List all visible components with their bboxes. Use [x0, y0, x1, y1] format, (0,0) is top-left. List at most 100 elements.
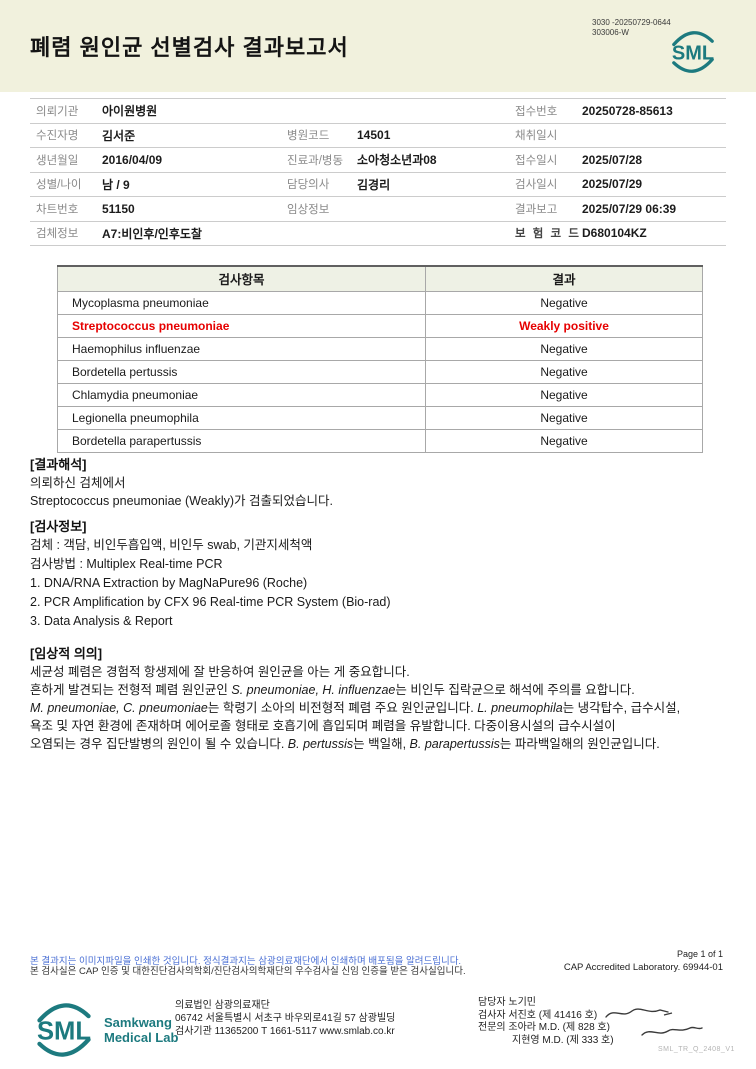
info-value: 2025/07/28 [582, 152, 643, 167]
info-label: 임상정보 [287, 203, 330, 216]
insurance-code-value: D680104KZ [582, 226, 647, 241]
clinical-line: 세균성 폐렴은 경험적 항생제에 잘 반응하여 원인균을 아는 게 중요합니다. [30, 665, 410, 679]
sml-logo-icon: SML [32, 1000, 96, 1060]
staff-specialist2: 지현영 M.D. (제 333 호) [512, 1034, 614, 1046]
info-label: 담당의사 [287, 179, 330, 192]
staff-signature-block: 담당자 노기민 검사자 서진호 (제 41416 호) 전문의 조아라 M.D.… [478, 997, 614, 1047]
footer-logo: SML Samkwang Medical Lab [32, 1000, 178, 1060]
sml-logo-icon: SML [668, 28, 718, 76]
results-header-result: 결과 [425, 265, 703, 292]
info-label: 병원코드 [287, 130, 330, 143]
info-value: 2016/04/09 [102, 152, 163, 167]
document-form-code: SML_TR_Q_2408_V1 [658, 1046, 735, 1053]
clinical-line: 흔하게 발견되는 전형적 폐렴 원인균인 S. pneumoniae, H. i… [30, 683, 635, 697]
table-row: Haemophilus influenzae Negative [57, 336, 703, 361]
table-row: Chlamydia pneumoniae Negative [57, 382, 703, 407]
info-label: 접수일시 [515, 154, 558, 167]
image-print-notice: 본 결과지는 이미지파일을 인쇄한 것입니다. 정식결과지는 삼광의료재단에서 … [30, 956, 462, 967]
test-item: Chlamydia pneumoniae [57, 382, 426, 407]
patient-info-table: 의뢰기관 아이원병원 접수번호 20250728-85613 수진자명 김서준 … [30, 98, 726, 246]
organization-info: 의료법인 삼광의료재단 06742 서울특별시 서초구 바우뫼로41길 57 삼… [175, 999, 395, 1038]
table-row: Bordetella pertussis Negative [57, 359, 703, 384]
info-row: 검체정보 A7:비인후/인후도찰 보 험 코 드 D680104KZ [30, 222, 726, 246]
info-label: 진료과/병동 [287, 154, 344, 167]
test-result: Negative [425, 405, 703, 430]
page-number: Page 1 of 1 [676, 949, 723, 959]
test-item: Bordetella parapertussis [57, 428, 426, 453]
test-result: Negative [425, 359, 703, 384]
clinical-line: M. pneumoniae, C. pneumoniae는 학령기 소아의 비전… [30, 701, 681, 715]
info-value: 아이원병원 [102, 104, 158, 119]
cap-accreditation-notice: 본 검사실은 CAP 인증 및 대한진단검사의학회/진단검사의학재단의 우수검사… [30, 966, 466, 977]
info-value: A7:비인후/인후도찰 [102, 226, 202, 241]
info-row: 수진자명 김서준 병원코드 14501 채취일시 [30, 124, 726, 148]
page-title: 폐렴 원인균 선별검사 결과보고서 [30, 35, 349, 60]
method-step: 1. DNA/RNA Extraction by MagNaPure96 (Ro… [30, 576, 308, 590]
lab-name: Samkwang Medical Lab [104, 1015, 178, 1045]
test-item: Streptococcus pneumoniae [57, 313, 426, 338]
results-header-row: 검사항목 결과 [57, 265, 703, 292]
method-step: 3. Data Analysis & Report [30, 614, 173, 628]
clinical-significance-section: [임상적 의의] 세균성 폐렴은 경험적 항생제에 잘 반응하여 원인균을 아는… [30, 645, 740, 753]
clinical-line: 오염되는 경우 집단발병의 원인이 될 수 있습니다. B. pertussis… [30, 737, 660, 751]
test-item: Bordetella pertussis [57, 359, 426, 384]
info-label: 의뢰기관 [36, 105, 79, 118]
cap-accredited-label: CAP Accredited Laboratory. 69944-01 [563, 962, 723, 973]
table-row-positive: Streptococcus pneumoniae Weakly positive [57, 313, 703, 338]
staff-specialist1: 전문의 조아라 M.D. (제 828 호) [478, 1022, 610, 1033]
info-label: 검사일시 [515, 179, 558, 192]
table-row: Legionella pneumophila Negative [57, 405, 703, 430]
info-row: 성별/나이 남 / 9 담당의사 김경리 검사일시 2025/07/29 [30, 173, 726, 197]
interpretation-heading: [결과해석] [30, 457, 87, 472]
table-row: Mycoplasma pneumoniae Negative [57, 290, 703, 315]
info-value: 2025/07/29 [582, 177, 643, 192]
interpretation-section: [결과해석] 의뢰하신 검체에서 Streptococcus pneumonia… [30, 456, 333, 510]
results-header-item: 검사항목 [57, 265, 426, 292]
test-result: Weakly positive [425, 313, 703, 338]
test-item: Legionella pneumophila [57, 405, 426, 430]
org-contact: 검사기관 11365200 T 1661-5117 www.smlab.co.k… [175, 1026, 395, 1037]
org-address: 06742 서울특별시 서초구 바우뫼로41길 57 삼광빌딩 [175, 1013, 396, 1024]
info-value: 20250728-85613 [582, 103, 673, 118]
staff-examiner: 검사자 서진호 (제 41416 호) [478, 1009, 598, 1021]
org-name: 의료법인 삼광의료재단 [175, 1000, 270, 1011]
info-value: 14501 [357, 128, 391, 143]
test-item: Mycoplasma pneumoniae [57, 290, 426, 315]
info-label: 생년월일 [36, 154, 79, 167]
info-label: 성별/나이 [36, 179, 82, 192]
info-label: 결과보고 [515, 203, 558, 216]
report-barcode-codes: 3030 -20250729-0644 303006-W [592, 18, 671, 38]
info-value: 51150 [102, 201, 135, 216]
svg-text:SML: SML [37, 1018, 91, 1046]
info-value: 남 / 9 [102, 177, 130, 192]
info-value: 소아청소년과08 [357, 153, 437, 168]
table-row: Bordetella parapertussis Negative [57, 428, 703, 453]
lab-name-line1: Samkwang [104, 1015, 172, 1030]
lab-name-line2: Medical Lab [104, 1030, 179, 1045]
report-code-line2: 303006-W [592, 28, 629, 37]
test-result: Negative [425, 336, 703, 361]
info-value: 김서준 [102, 128, 136, 143]
specimen-types: 검체 : 객담, 비인두흡입액, 비인두 swab, 기관지세척액 [30, 538, 313, 552]
clinical-line: 욕조 및 자연 환경에 존재하며 에어로졸 형태로 호흡기에 흡입되며 폐렴을 … [30, 719, 616, 733]
info-label: 수진자명 [36, 130, 79, 143]
test-method: 검사방법 : Multiplex Real-time PCR [30, 557, 223, 571]
interpretation-line: Streptococcus pneumoniae (Weakly)가 검출되었습… [30, 494, 333, 508]
info-row: 차트번호 51150 임상정보 결과보고 2025/07/29 06:39 [30, 197, 726, 222]
results-table: 검사항목 결과 Mycoplasma pneumoniae Negative S… [57, 265, 703, 453]
report-code-line1: 3030 -20250729-0644 [592, 18, 671, 27]
test-info-heading: [검사정보] [30, 519, 87, 534]
signature-icon [598, 1003, 718, 1056]
info-label: 차트번호 [36, 203, 79, 216]
info-label: 검체정보 [36, 228, 79, 241]
info-row: 의뢰기관 아이원병원 접수번호 20250728-85613 [30, 99, 726, 124]
info-label: 채취일시 [515, 130, 558, 143]
interpretation-line: 의뢰하신 검체에서 [30, 476, 126, 490]
test-result: Negative [425, 428, 703, 453]
staff-manager: 담당자 노기민 [478, 997, 536, 1008]
clinical-heading: [임상적 의의] [30, 646, 103, 661]
svg-text:SML: SML [672, 43, 714, 65]
info-value: 김경리 [357, 177, 391, 192]
info-value: 2025/07/29 06:39 [582, 201, 677, 216]
